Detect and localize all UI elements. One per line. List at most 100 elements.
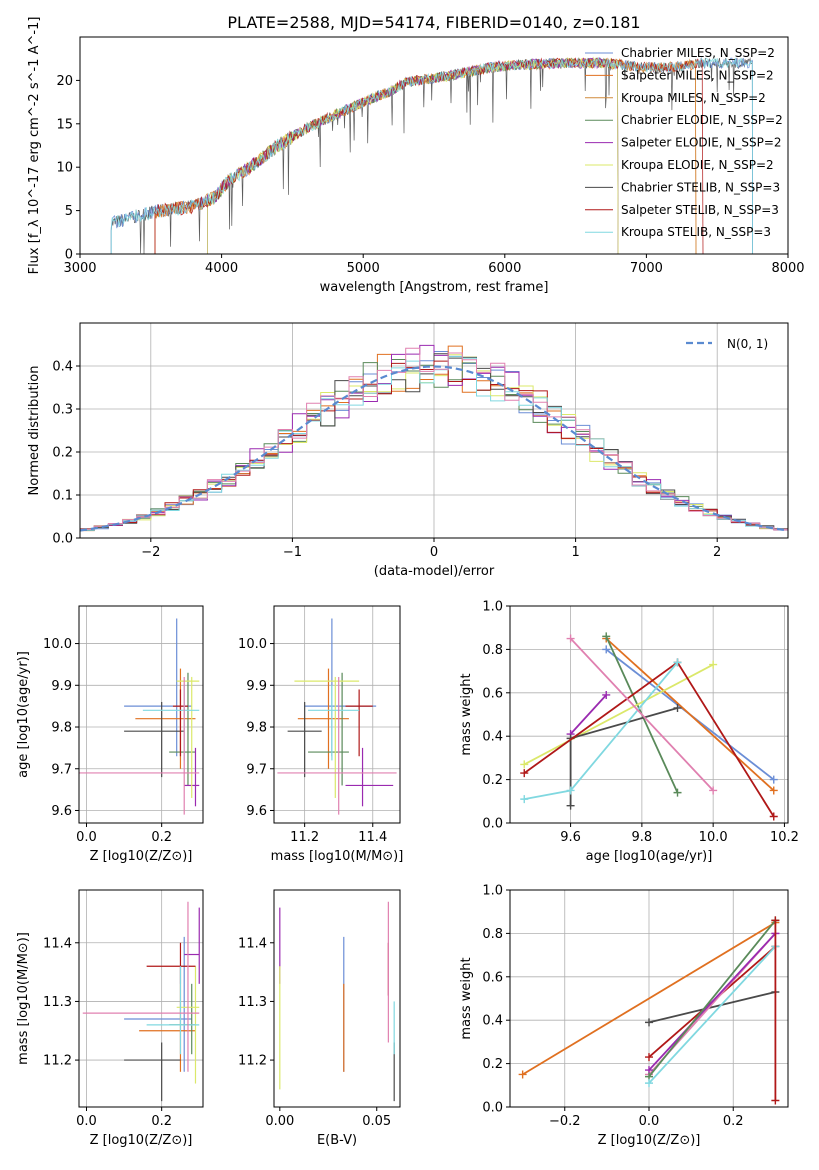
data-point-marker: [566, 634, 575, 643]
y-tick-label: 15: [56, 117, 73, 132]
spectrum-panel: [110, 56, 753, 255]
x-tick-label: 10.0: [699, 830, 728, 845]
legend-label: Salpeter ELODIE, N_SSP=2: [621, 136, 782, 150]
ebv-mass-frame: [273, 889, 401, 1108]
x-axis-label: E(B-V): [317, 1133, 357, 1148]
y-tick-label: 11.3: [238, 995, 267, 1010]
y-tick-label: 0.8: [482, 643, 503, 658]
data-point-marker: [709, 660, 718, 669]
weight-line: [648, 945, 777, 1084]
legend-label: Chabrier ELODIE, N_SSP=2: [621, 113, 783, 127]
x-axis-label: Z [log10(Z/Z⊙)]: [90, 849, 193, 864]
weight-line: [523, 661, 775, 817]
legend-label: N(0, 1): [727, 337, 768, 351]
data-point-marker: [709, 786, 718, 795]
z-age-panel: [79, 606, 203, 823]
legend-label: Kroupa ELODIE, N_SSP=2: [621, 158, 774, 172]
x-tick-label: 0.2: [723, 1114, 744, 1129]
legend-label: Kroupa MILES, N_SSP=2: [621, 91, 766, 105]
data-point-marker: [645, 1079, 653, 1088]
x-axis-label: age [log10(age/yr)]: [586, 849, 713, 864]
y-tick-label: 11.3: [43, 995, 72, 1010]
data-point-marker: [673, 788, 682, 797]
x-tick-label: 1: [571, 545, 579, 560]
x-axis-label: (data-model)/error: [374, 564, 495, 579]
x-axis-label: mass [log10(M/M⊙)]: [271, 849, 404, 864]
x-tick-label: 11.4: [358, 830, 387, 845]
y-tick-label: 9.9: [246, 679, 267, 694]
y-tick-label: 9.8: [51, 721, 72, 736]
legend-label: Chabrier STELIB, N_SSP=3: [621, 180, 780, 194]
x-tick-label: 0: [430, 545, 438, 560]
weight-line: [569, 694, 607, 735]
data-point-marker: [673, 703, 682, 712]
x-tick-label: −1: [283, 545, 302, 560]
data-point-marker: [602, 690, 611, 699]
legend-label: Chabrier MILES, N_SSP=2: [621, 46, 775, 60]
y-tick-label: 9.8: [246, 721, 267, 736]
y-tick-label: 0.2: [482, 773, 503, 788]
y-tick-label: 0.0: [52, 532, 73, 547]
chart-title: PLATE=2588, MJD=54174, FIBERID=0140, z=0…: [227, 13, 640, 32]
x-tick-label: 0.0: [639, 1114, 660, 1129]
z-age-frame: [78, 605, 204, 824]
y-tick-label: 0.6: [482, 686, 503, 701]
data-point-marker: [771, 916, 780, 925]
x-tick-label: 9.8: [632, 830, 653, 845]
spectrum-series-line: [154, 57, 697, 255]
y-axis-label: mass [log10(M/M⊙)]: [16, 932, 31, 1065]
weight-line: [648, 932, 777, 1071]
spectrum-series-line: [110, 56, 753, 255]
y-tick-label: 10.0: [43, 637, 72, 652]
y-tick-label: 0.2: [52, 446, 73, 461]
data-point-marker: [518, 1070, 527, 1079]
legend-label: Salpeter MILES, N_SSP=2: [621, 68, 774, 82]
x-axis-label: wavelength [Angstrom, rest frame]: [320, 280, 549, 295]
ebv-mass-panel: [279, 901, 395, 1102]
data-point-marker: [566, 801, 575, 810]
residuals-panel: [79, 323, 789, 539]
weight-line: [648, 919, 777, 1078]
legend-label: Kroupa STELIB, N_SSP=3: [621, 225, 771, 239]
weight-line: [569, 637, 714, 792]
y-axis-label: mass weight: [459, 957, 474, 1039]
x-tick-label: 4000: [205, 261, 238, 276]
x-tick-label: 0.05: [362, 1114, 391, 1129]
y-tick-label: 0.3: [52, 403, 73, 418]
y-tick-label: 0.1: [52, 489, 73, 504]
y-tick-label: 9.9: [51, 679, 72, 694]
y-tick-label: 0.0: [482, 1101, 503, 1116]
residual-histogram-line: [80, 344, 788, 531]
x-tick-label: 10.2: [770, 830, 799, 845]
x-axis-label: Z [log10(Z/Z⊙)]: [90, 1133, 193, 1148]
data-point-marker: [520, 760, 529, 769]
y-axis-label: Flux [f_λ 10^-17 erg cm^-2 s^-1 A^-1]: [27, 17, 42, 275]
y-tick-label: 11.4: [238, 936, 267, 951]
weight-line: [523, 663, 714, 766]
y-tick-label: 20: [56, 74, 73, 89]
legend-label: Salpeter STELIB, N_SSP=3: [621, 203, 779, 217]
y-tick-label: 1.0: [482, 884, 503, 899]
y-tick-label: 0.8: [482, 927, 503, 942]
z-mass-frame: [78, 889, 204, 1108]
data-point-marker: [645, 1018, 653, 1027]
x-tick-label: −0.2: [549, 1114, 581, 1129]
data-point-marker: [520, 769, 529, 778]
z-mass-panel: [79, 890, 203, 1107]
y-tick-label: 0.2: [482, 1057, 503, 1072]
x-tick-label: 0.2: [151, 830, 172, 845]
age-weight-frame: [509, 605, 789, 824]
x-tick-label: 2: [713, 545, 721, 560]
x-tick-label: 0.0: [76, 1114, 97, 1129]
x-tick-label: 3000: [63, 261, 96, 276]
y-tick-label: 0: [65, 248, 73, 263]
y-tick-label: 0.4: [52, 360, 73, 375]
x-tick-label: 7000: [630, 261, 663, 276]
y-axis-label: Normed distribution: [27, 366, 42, 496]
weight-line: [522, 921, 776, 1076]
normal-curve-line: [79, 365, 789, 532]
data-point-marker: [673, 658, 682, 667]
data-point-marker: [769, 775, 778, 784]
x-axis-label: Z [log10(Z/Z⊙)]: [598, 1133, 701, 1148]
